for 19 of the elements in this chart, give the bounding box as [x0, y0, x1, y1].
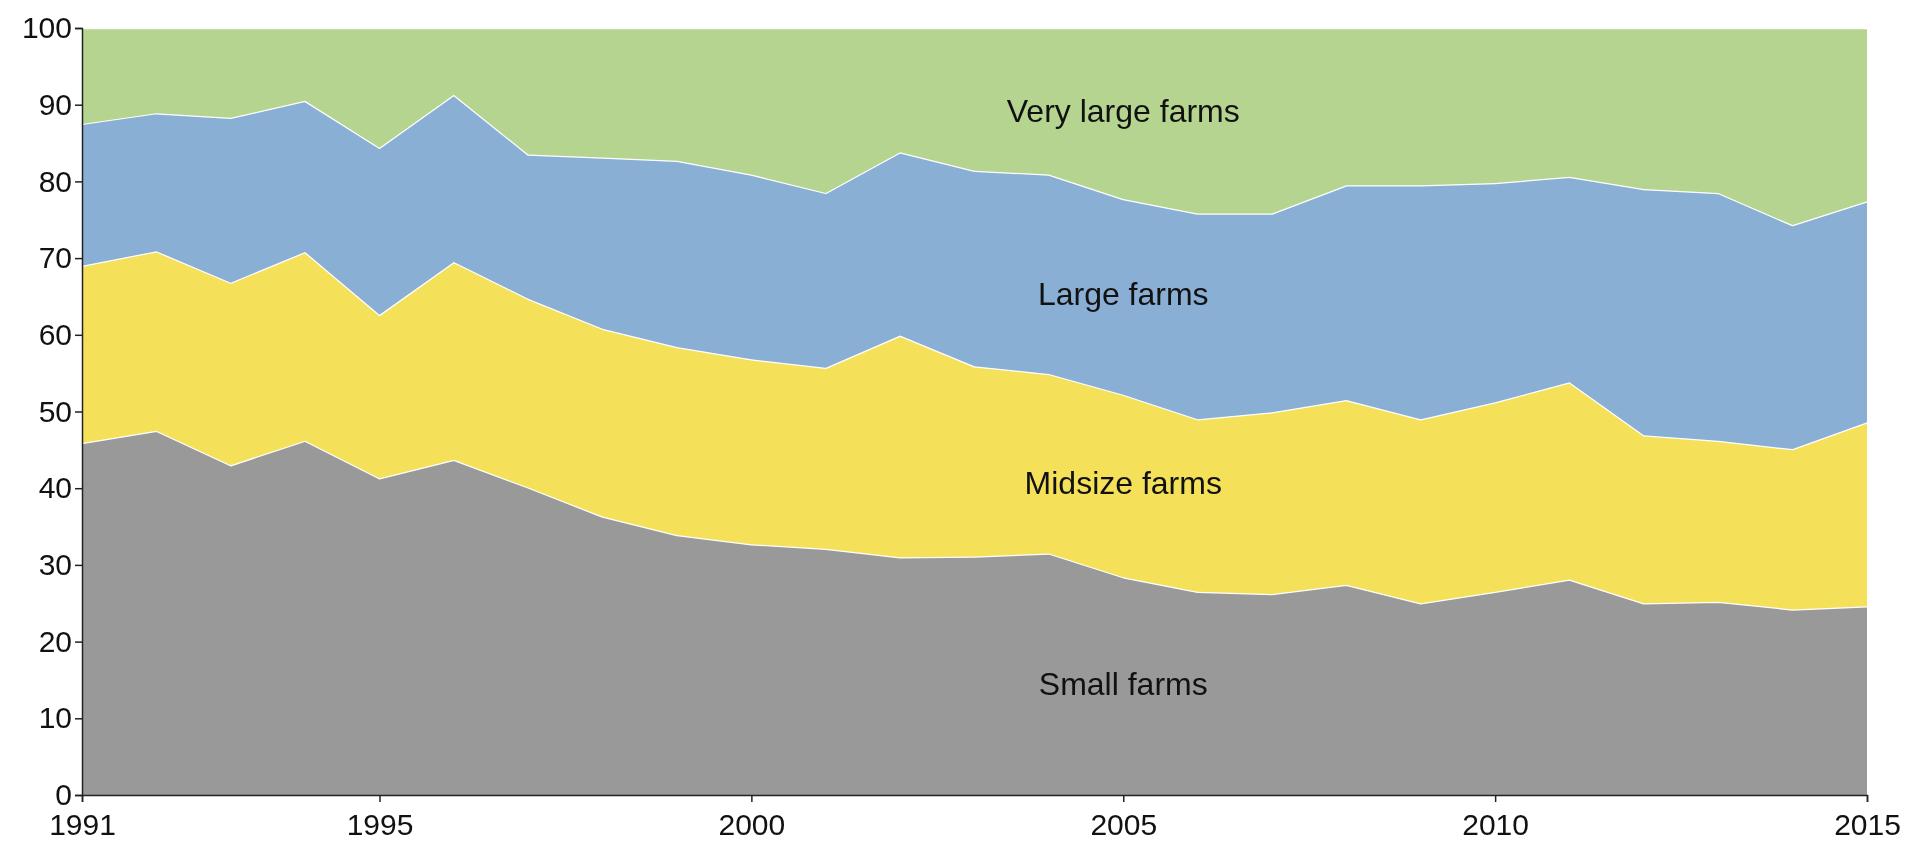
series-label: Small farms — [1038, 665, 1208, 702]
series-label: Large farms — [1037, 276, 1209, 313]
y-tick-label: 40 — [38, 471, 72, 505]
y-tick-label: 30 — [38, 548, 72, 581]
x-tick-label: 2015 — [1834, 808, 1901, 841]
x-tick-label: 1995 — [346, 808, 414, 841]
y-tick-label: 80 — [38, 164, 72, 198]
y-tick-label: 70 — [38, 241, 72, 275]
x-tick-label: 2005 — [1090, 808, 1158, 841]
y-tick-label: 100 — [21, 11, 72, 45]
x-tick-label: 2010 — [1462, 808, 1529, 841]
x-tick-label: 2000 — [718, 808, 786, 841]
series-label: Midsize farms — [1024, 465, 1222, 502]
y-tick-label: 90 — [38, 87, 72, 121]
y-tick-label: 60 — [38, 317, 72, 351]
series-label: Very large farms — [1006, 92, 1240, 129]
y-tick-label: 20 — [38, 624, 72, 658]
y-tick-label: 10 — [38, 701, 72, 735]
y-tick-label: 50 — [38, 394, 72, 428]
